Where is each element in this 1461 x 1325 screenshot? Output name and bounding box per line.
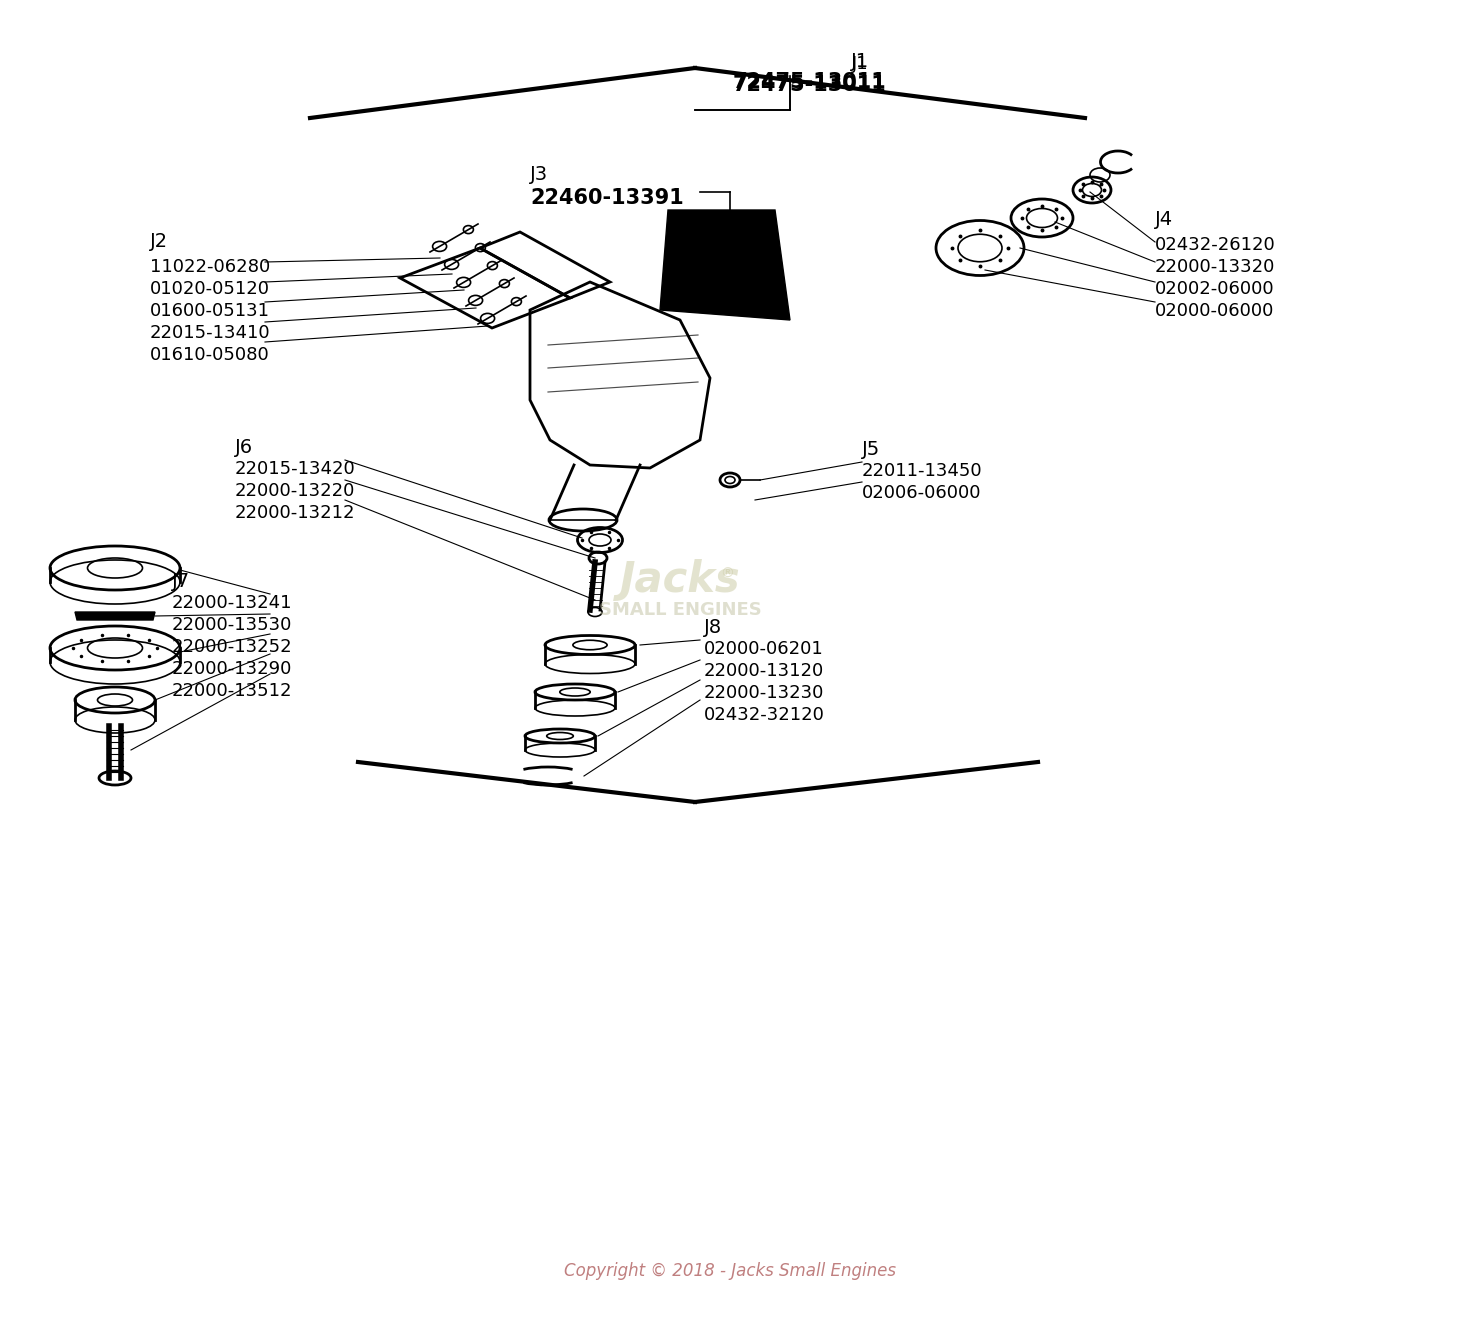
Text: 11022-06280: 11022-06280 bbox=[150, 258, 270, 276]
Text: 22000-13290: 22000-13290 bbox=[172, 660, 292, 678]
Text: J7: J7 bbox=[172, 572, 190, 591]
Text: 02006-06000: 02006-06000 bbox=[862, 484, 982, 502]
Text: 72475-13011: 72475-13011 bbox=[733, 72, 887, 91]
Polygon shape bbox=[75, 612, 155, 620]
Text: J4: J4 bbox=[1156, 209, 1173, 229]
Polygon shape bbox=[660, 209, 790, 321]
Text: 22000-13320: 22000-13320 bbox=[1156, 258, 1275, 276]
Text: 02432-26120: 02432-26120 bbox=[1156, 236, 1275, 254]
Text: 22000-13212: 22000-13212 bbox=[235, 504, 355, 522]
Text: 01020-05120: 01020-05120 bbox=[150, 280, 270, 298]
Text: 22000-13512: 22000-13512 bbox=[172, 682, 292, 700]
Text: ®: ® bbox=[720, 567, 733, 580]
Text: 22000-13230: 22000-13230 bbox=[704, 684, 824, 702]
Text: J1: J1 bbox=[850, 52, 869, 72]
Text: 02002-06000: 02002-06000 bbox=[1156, 280, 1274, 298]
Text: 01600-05131: 01600-05131 bbox=[150, 302, 270, 321]
Text: J2: J2 bbox=[150, 232, 168, 250]
Text: SMALL ENGINES: SMALL ENGINES bbox=[599, 602, 761, 619]
Text: 02432-32120: 02432-32120 bbox=[704, 706, 825, 723]
Text: 22015-13420: 22015-13420 bbox=[235, 460, 355, 478]
Text: 02000-06201: 02000-06201 bbox=[704, 640, 824, 659]
Text: 22000-13241: 22000-13241 bbox=[172, 594, 292, 612]
Text: 22460-13391: 22460-13391 bbox=[530, 188, 684, 208]
Text: 22000-13530: 22000-13530 bbox=[172, 616, 292, 633]
Text: J8: J8 bbox=[704, 617, 722, 637]
Text: J1: J1 bbox=[852, 56, 868, 73]
Text: 01610-05080: 01610-05080 bbox=[150, 346, 270, 364]
Text: 22015-13410: 22015-13410 bbox=[150, 325, 270, 342]
Text: 22000-13120: 22000-13120 bbox=[704, 662, 824, 680]
Text: J6: J6 bbox=[235, 439, 253, 457]
Text: Jacks: Jacks bbox=[619, 559, 741, 602]
Text: 72475-13011: 72475-13011 bbox=[733, 76, 887, 95]
Text: J3: J3 bbox=[530, 166, 548, 184]
Text: Copyright © 2018 - Jacks Small Engines: Copyright © 2018 - Jacks Small Engines bbox=[564, 1261, 896, 1280]
Text: 22000-13220: 22000-13220 bbox=[235, 482, 355, 500]
Text: J5: J5 bbox=[862, 440, 880, 458]
Text: 22011-13450: 22011-13450 bbox=[862, 462, 983, 480]
Text: 22000-13252: 22000-13252 bbox=[172, 639, 292, 656]
Text: 02000-06000: 02000-06000 bbox=[1156, 302, 1274, 321]
